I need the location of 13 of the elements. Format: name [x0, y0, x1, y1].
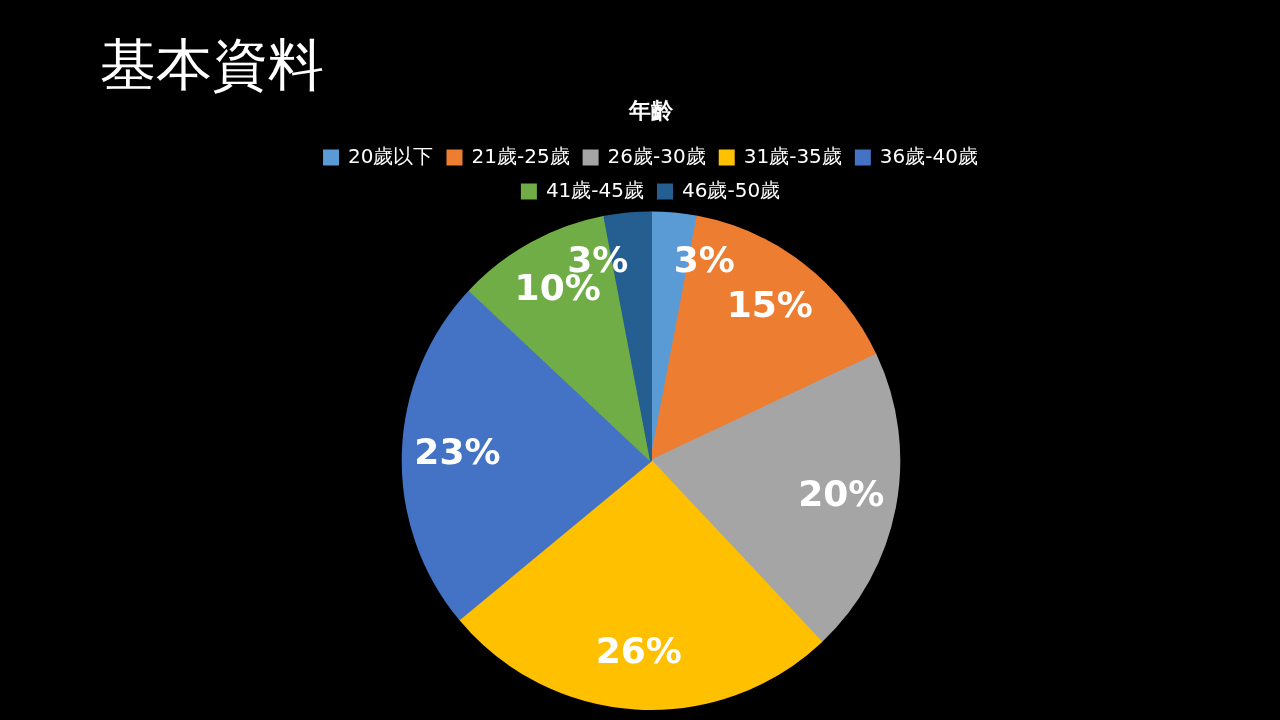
data-label: 15%	[726, 284, 813, 326]
data-label: 26%	[595, 630, 682, 672]
chart-title: 基本資料	[100, 31, 324, 99]
legend-label: 36歲-40歲	[879, 143, 978, 168]
data-label: 20%	[798, 473, 885, 515]
legend-label: 41歲-45歲	[545, 177, 645, 202]
legend-label: 20歲以下	[348, 143, 434, 168]
legend-label: 31歲-35歲	[743, 143, 842, 168]
data-label: 23%	[414, 430, 501, 472]
legend-label: 46歲-50歲	[682, 177, 781, 202]
legend-label: 26歲-30歲	[607, 143, 706, 168]
legend-label: 21歲-25歲	[471, 143, 570, 168]
chart-subtitle: 年齡	[628, 97, 674, 123]
